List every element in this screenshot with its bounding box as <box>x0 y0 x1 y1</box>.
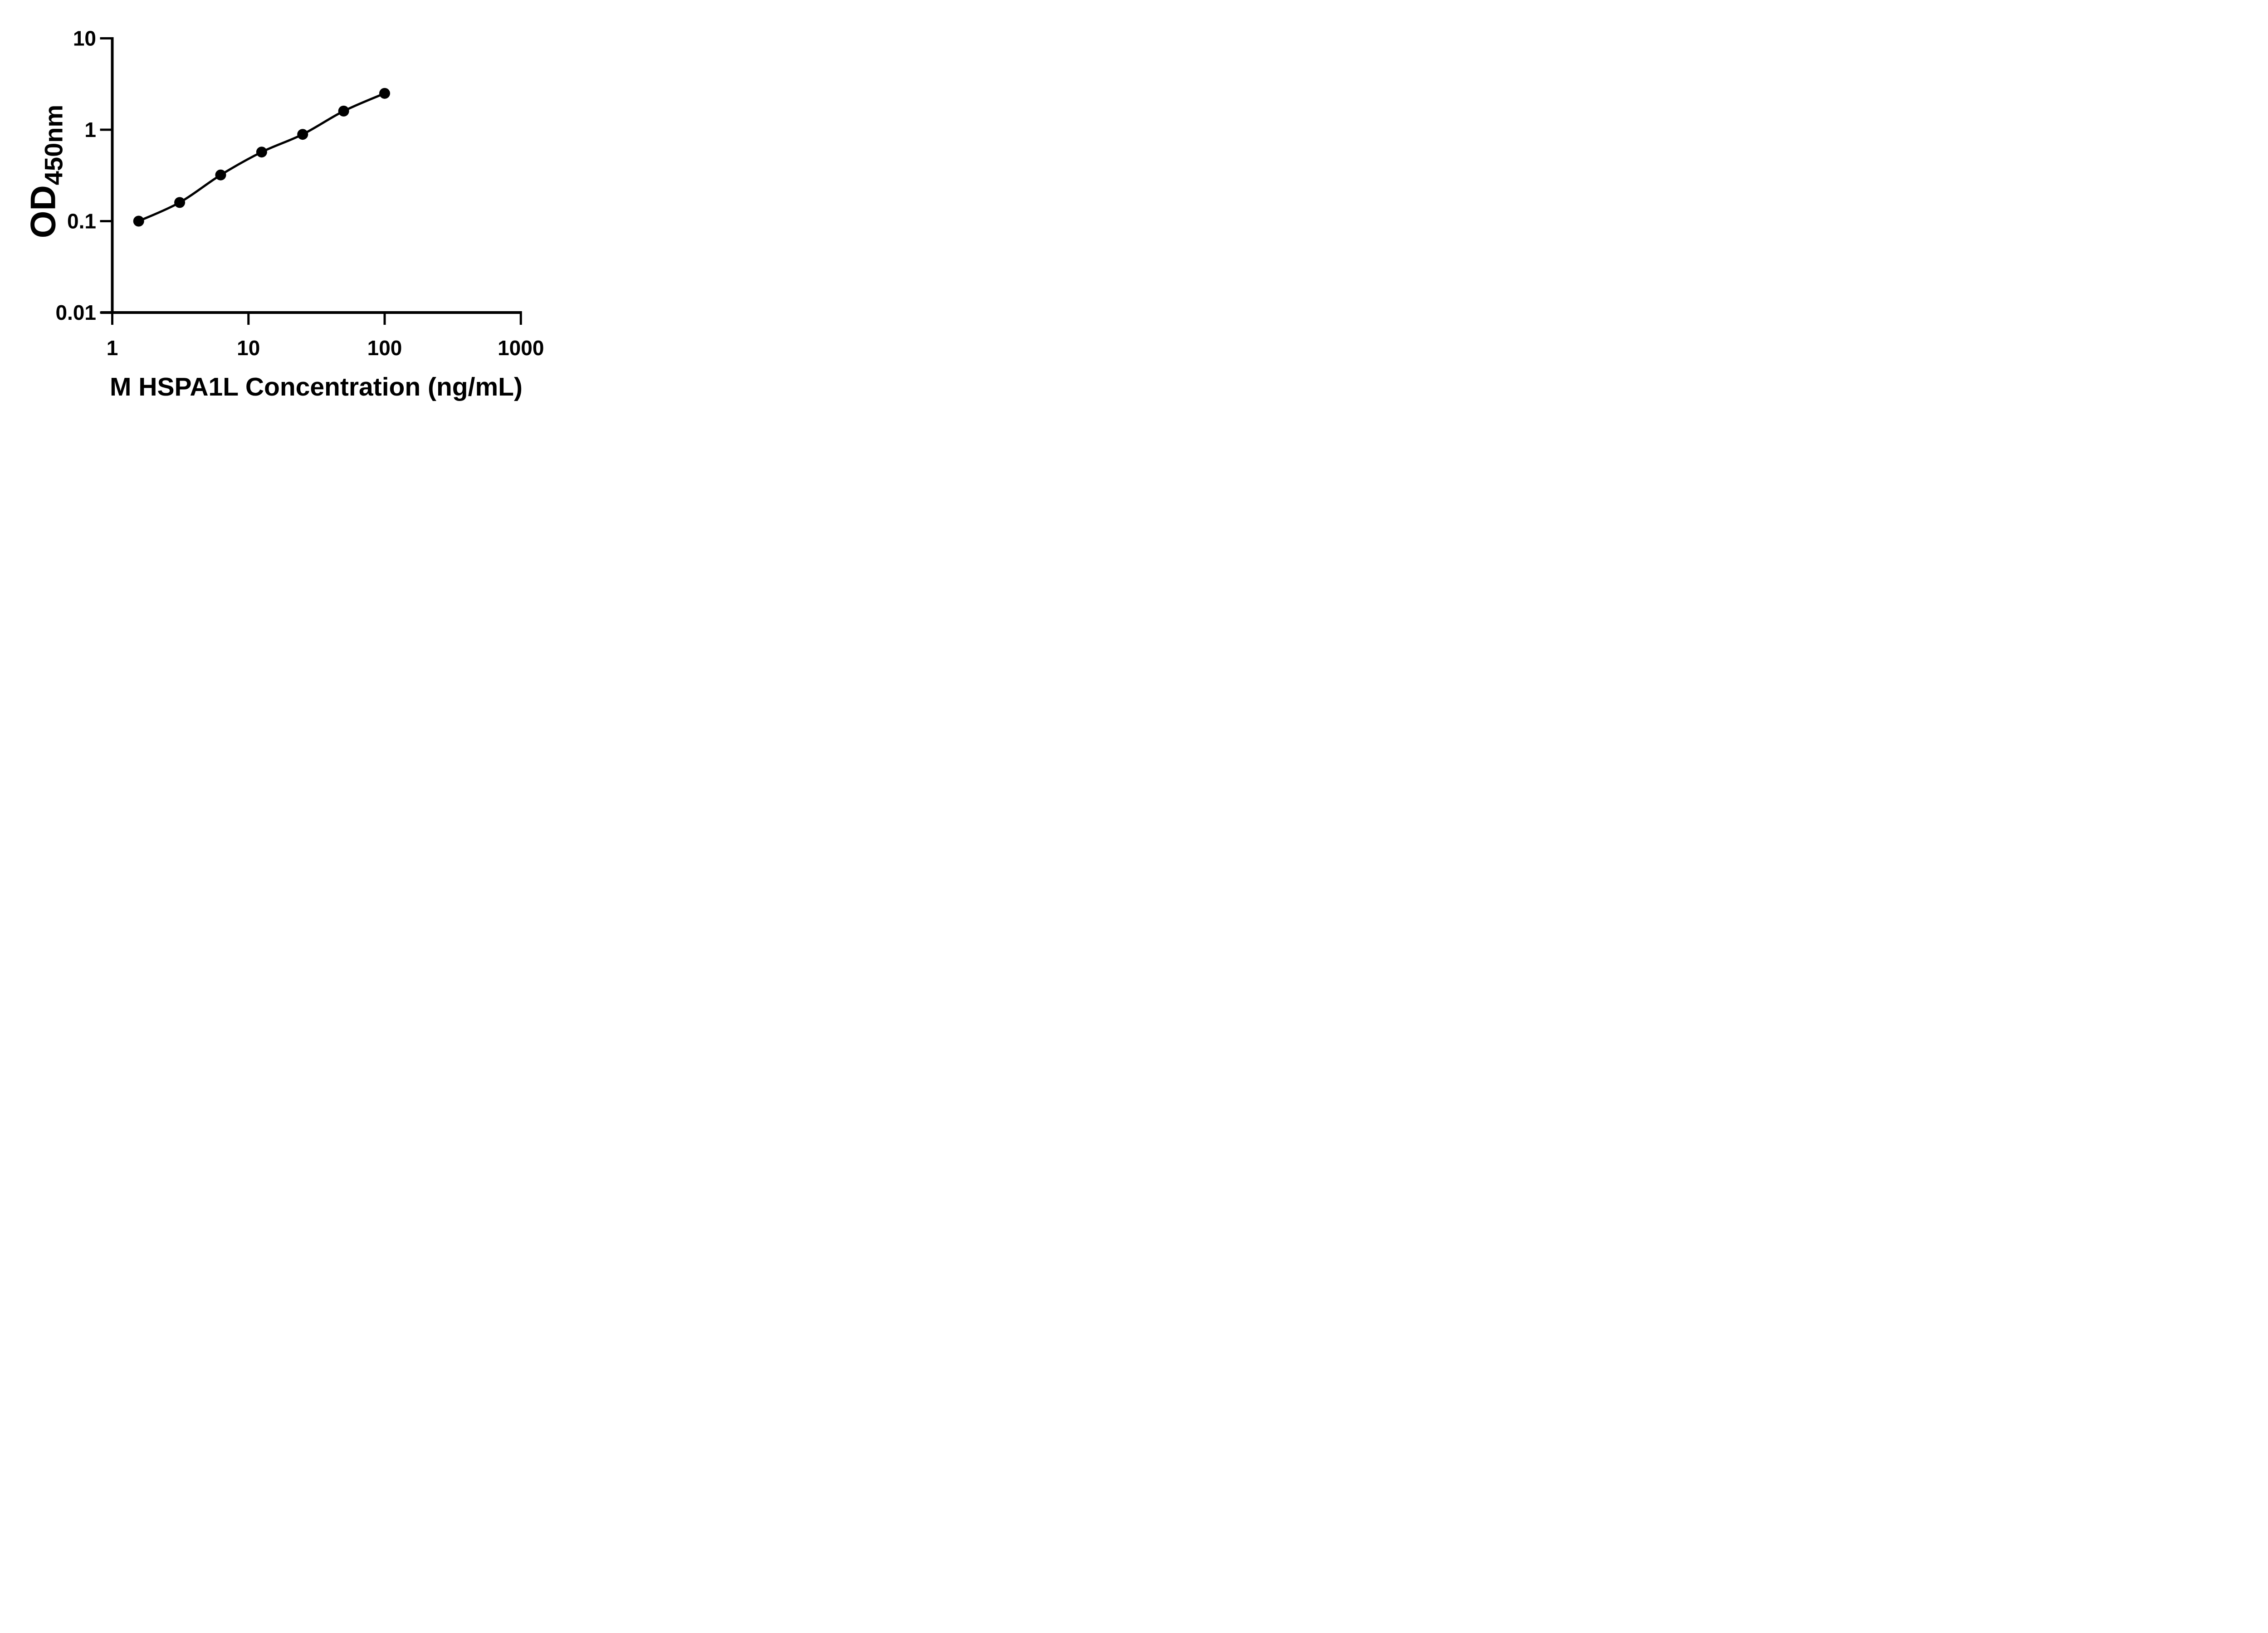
x-tick-label: 10 <box>237 336 260 360</box>
x-tick-mark <box>247 314 250 325</box>
y-tick-label: 0.1 <box>67 210 96 233</box>
y-axis-title-main: OD <box>23 185 63 239</box>
x-tick-label: 1 <box>107 336 118 360</box>
data-point-marker <box>338 105 349 117</box>
standard-curve-plot: 1 10 100 1000 10 1 0.1 0.01 <box>55 27 544 360</box>
y-tick-mark <box>100 37 111 39</box>
data-point-marker <box>379 88 390 99</box>
data-point-marker <box>297 129 308 140</box>
data-point-marker <box>133 215 144 227</box>
y-tick-label: 1 <box>84 118 96 142</box>
x-axis-title: M HSPA1L Concentration (ng/mL) <box>110 372 523 401</box>
y-axis-title: OD450nm <box>23 105 68 238</box>
data-point-marker <box>174 197 186 208</box>
x-tick-mark <box>383 314 386 325</box>
y-axis-title-subscript: 450nm <box>39 104 68 186</box>
x-tick-mark <box>111 314 113 325</box>
y-tick-label: 10 <box>73 27 96 50</box>
x-axis-line <box>101 311 522 314</box>
y-tick-label: 0.01 <box>55 301 96 324</box>
data-point-marker <box>256 147 267 158</box>
figure-canvas: 1 10 100 1000 10 1 0.1 0.01 M HSPA1L Concentrat… <box>0 0 583 408</box>
y-tick-mark <box>100 128 111 131</box>
x-tick-label: 100 <box>367 336 402 360</box>
data-point-marker <box>215 169 226 181</box>
y-axis-line <box>111 37 114 314</box>
y-tick-mark <box>100 220 111 222</box>
x-tick-label: 1000 <box>498 336 544 360</box>
x-tick-mark <box>519 314 522 325</box>
y-tick-mark <box>100 311 111 314</box>
